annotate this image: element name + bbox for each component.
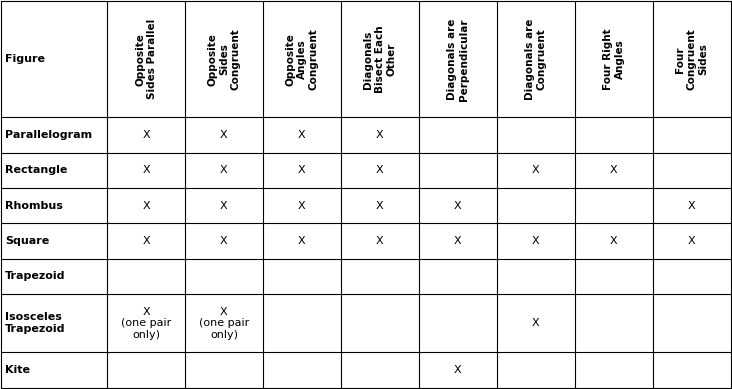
Text: X: X: [220, 130, 228, 140]
Text: X: X: [532, 165, 539, 175]
Text: Opposite
Angles
Congruent: Opposite Angles Congruent: [285, 28, 318, 90]
Text: X
(one pair
only): X (one pair only): [121, 307, 171, 340]
Text: X: X: [298, 236, 306, 246]
Text: Four Right
Angles: Four Right Angles: [603, 28, 624, 90]
Text: Trapezoid: Trapezoid: [5, 271, 66, 281]
Text: X: X: [376, 165, 384, 175]
Text: X: X: [532, 318, 539, 328]
Text: Opposite
Sides Parallel: Opposite Sides Parallel: [135, 19, 157, 100]
Text: X: X: [610, 165, 618, 175]
Text: X: X: [142, 130, 150, 140]
Text: X: X: [454, 365, 462, 375]
Text: X: X: [298, 201, 306, 210]
Text: X: X: [142, 236, 150, 246]
Text: Diagonals are
Congruent: Diagonals are Congruent: [525, 19, 547, 100]
Text: X: X: [376, 236, 384, 246]
Text: X: X: [610, 236, 618, 246]
Text: Parallelogram: Parallelogram: [5, 130, 92, 140]
Text: X: X: [220, 236, 228, 246]
Text: X: X: [142, 201, 150, 210]
Text: Diagonals are
Perpendicular: Diagonals are Perpendicular: [447, 18, 468, 101]
Text: X: X: [376, 201, 384, 210]
Text: X: X: [376, 130, 384, 140]
Text: X: X: [532, 236, 539, 246]
Text: Kite: Kite: [5, 365, 30, 375]
Text: Isosceles
Trapezoid: Isosceles Trapezoid: [5, 312, 66, 334]
Text: X: X: [454, 201, 462, 210]
Text: Rhombus: Rhombus: [5, 201, 63, 210]
Text: Square: Square: [5, 236, 49, 246]
Text: Rectangle: Rectangle: [5, 165, 67, 175]
Text: X: X: [220, 201, 228, 210]
Text: Four
Congruent
Sides: Four Congruent Sides: [675, 28, 709, 90]
Text: X: X: [688, 201, 695, 210]
Text: X: X: [298, 130, 306, 140]
Text: X
(one pair
only): X (one pair only): [199, 307, 249, 340]
Text: Figure: Figure: [5, 54, 45, 64]
Text: X: X: [688, 236, 695, 246]
Text: Opposite
Sides
Congruent: Opposite Sides Congruent: [207, 28, 241, 90]
Text: X: X: [298, 165, 306, 175]
Text: Diagonals
Bisect Each
Other: Diagonals Bisect Each Other: [363, 26, 397, 93]
Text: X: X: [454, 236, 462, 246]
Text: X: X: [220, 165, 228, 175]
Text: X: X: [142, 165, 150, 175]
